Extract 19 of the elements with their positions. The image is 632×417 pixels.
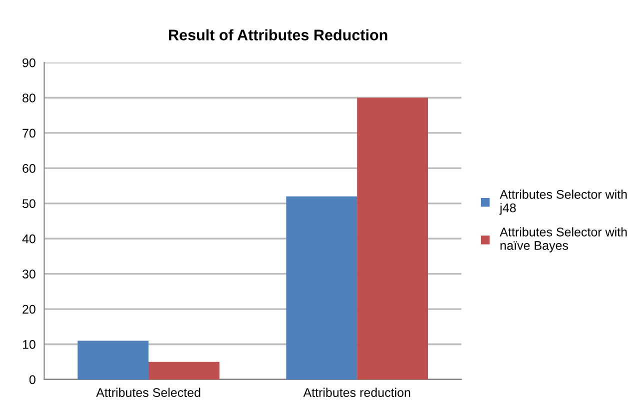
- legend-label: Attributes Selector with naïve Bayes: [500, 227, 627, 252]
- y-tick-label: 80: [22, 94, 36, 102]
- bar: [286, 196, 358, 380]
- x-tick-label: Attributes reduction: [303, 388, 410, 397]
- y-tick-label: 70: [22, 128, 36, 138]
- y-tick-label: 20: [22, 304, 36, 314]
- y-tick-label: 30: [22, 270, 36, 278]
- x-tick-label: Attributes Selected: [96, 388, 200, 397]
- bar: [148, 362, 220, 380]
- bar: [78, 340, 149, 380]
- y-tick-label: 10: [22, 340, 36, 349]
- y-tick-label: 50: [22, 199, 36, 208]
- y-tick-label: 0: [29, 375, 36, 384]
- y-tick-label: 90: [22, 58, 36, 68]
- y-tick-label: 40: [22, 234, 36, 244]
- chart-title: Result of Attributes Reduction: [169, 29, 388, 40]
- legend-label: Attributes Selector with j48: [499, 190, 627, 215]
- bar: [357, 98, 428, 380]
- y-tick-label: 60: [22, 164, 36, 173]
